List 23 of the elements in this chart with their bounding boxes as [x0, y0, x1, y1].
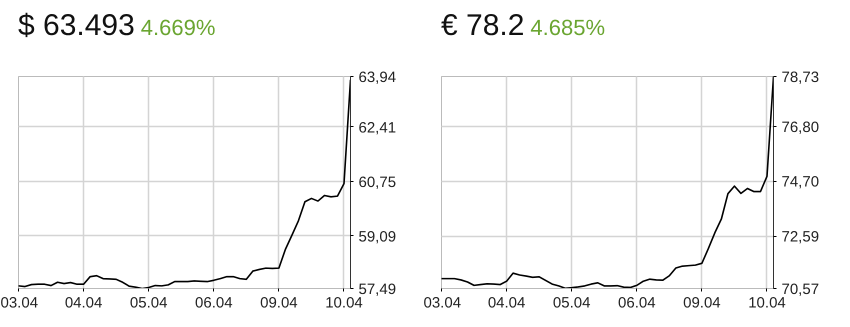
line-series — [18, 78, 350, 288]
x-tick-label: 06.04 — [195, 294, 233, 312]
y-tick-label: 72,59 — [782, 228, 820, 246]
y-tick-label: 63,94 — [358, 69, 396, 86]
y-tick-label: 74,70 — [782, 174, 820, 191]
x-tick-label: 05.04 — [552, 294, 590, 312]
chart-subtitle: 4.669% — [140, 15, 216, 40]
chart-subtitle: 4.685% — [530, 15, 606, 40]
y-tick-label: 78,73 — [782, 69, 820, 86]
x-tick-label: 03.04 — [424, 294, 462, 312]
x-tick-label: 05.04 — [130, 294, 168, 312]
x-tick-label: 03.04 — [0, 294, 38, 312]
y-tick-label: 59,09 — [358, 228, 396, 246]
y-tick-label: 60,75 — [358, 174, 396, 191]
x-tick-label: 06.04 — [618, 294, 656, 312]
x-tick-label: 09.04 — [260, 294, 298, 312]
x-tick-label: 04.04 — [64, 294, 102, 312]
x-tick-label: 09.04 — [683, 294, 721, 312]
y-tick-label: 76,80 — [782, 119, 820, 136]
chart-title: € 78.2 — [441, 9, 524, 42]
y-tick-label: 62,41 — [358, 119, 396, 136]
chart-title: $ 63.493 — [18, 9, 135, 42]
x-tick-label: 04.04 — [488, 294, 526, 312]
